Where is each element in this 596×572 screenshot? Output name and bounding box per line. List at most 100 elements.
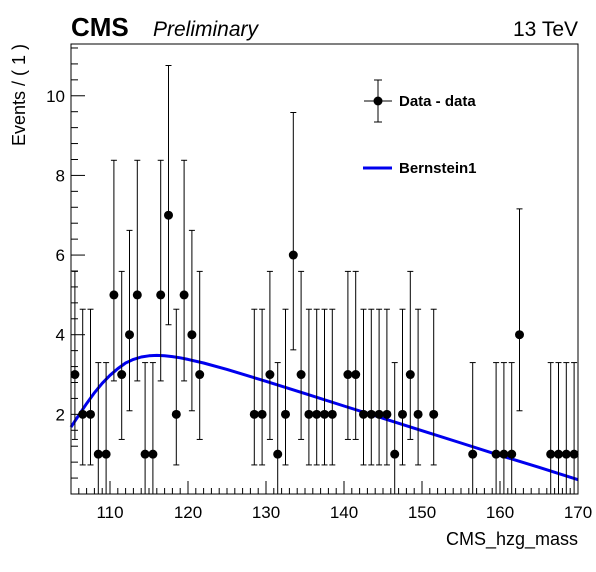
data-marker bbox=[101, 449, 111, 459]
data-marker bbox=[125, 330, 134, 340]
data-point bbox=[140, 362, 150, 494]
data-marker bbox=[366, 409, 376, 419]
y-axis-title: Events / ( 1 ) bbox=[9, 44, 29, 146]
data-point bbox=[195, 270, 205, 440]
data-point bbox=[257, 308, 267, 466]
data-point bbox=[86, 308, 95, 466]
data-point bbox=[132, 159, 142, 382]
data-point bbox=[156, 159, 166, 382]
data-marker bbox=[429, 409, 439, 419]
data-point bbox=[288, 111, 298, 351]
data-point bbox=[366, 308, 376, 466]
axis-tick-labels: 110 120 130 140 150 160 170 2 4 6 8 10 bbox=[46, 87, 592, 522]
data-point bbox=[265, 270, 275, 440]
data-point bbox=[273, 362, 283, 494]
data-marker bbox=[382, 409, 392, 419]
data-marker bbox=[491, 449, 501, 459]
data-marker bbox=[359, 409, 368, 419]
data-marker bbox=[405, 370, 415, 380]
data-marker bbox=[257, 409, 267, 419]
data-marker bbox=[70, 370, 80, 380]
data-marker bbox=[554, 449, 563, 459]
data-point bbox=[569, 362, 579, 494]
data-marker bbox=[327, 409, 337, 419]
data-point bbox=[429, 308, 439, 466]
data-point bbox=[125, 229, 134, 412]
data-marker bbox=[390, 449, 400, 459]
data-point bbox=[93, 362, 103, 494]
legend-data-marker bbox=[373, 96, 383, 106]
data-point bbox=[304, 308, 314, 466]
data-marker bbox=[179, 290, 189, 300]
legend: Data - data Bernstein1 bbox=[363, 79, 477, 177]
data-point bbox=[405, 270, 415, 440]
data-point bbox=[351, 270, 361, 440]
data-point bbox=[507, 362, 517, 494]
data-point bbox=[179, 159, 189, 382]
x-tick-label: 150 bbox=[408, 503, 436, 522]
data-marker bbox=[468, 449, 478, 459]
data-point bbox=[491, 362, 501, 494]
data-point bbox=[148, 362, 158, 494]
data-marker bbox=[140, 449, 150, 459]
data-point bbox=[164, 65, 173, 326]
data-marker bbox=[187, 330, 197, 340]
data-point bbox=[390, 362, 400, 494]
data-marker bbox=[320, 409, 329, 419]
y-tick-label: 6 bbox=[56, 246, 65, 265]
data-point bbox=[327, 308, 337, 466]
data-marker bbox=[351, 370, 361, 380]
data-point bbox=[398, 308, 407, 466]
data-point bbox=[546, 362, 556, 494]
data-point bbox=[281, 308, 290, 466]
data-marker bbox=[515, 330, 524, 340]
data-point bbox=[187, 229, 197, 412]
data-point bbox=[249, 308, 259, 466]
data-point bbox=[561, 362, 571, 494]
data-marker bbox=[569, 449, 579, 459]
data-marker bbox=[312, 409, 322, 419]
data-point bbox=[101, 362, 111, 494]
plot-frame bbox=[70, 43, 579, 495]
fit-curve-bernstein1 bbox=[69, 353, 579, 482]
data-marker bbox=[148, 449, 158, 459]
data-marker bbox=[195, 370, 205, 380]
data-marker bbox=[117, 370, 127, 380]
data-marker bbox=[296, 370, 306, 380]
data-marker bbox=[288, 250, 298, 260]
data-point bbox=[343, 270, 353, 440]
x-axis-title: CMS_hzg_mass bbox=[446, 529, 578, 550]
data-point bbox=[320, 308, 329, 466]
data-marker bbox=[265, 370, 275, 380]
data-marker bbox=[109, 290, 119, 300]
data-point bbox=[468, 362, 478, 494]
data-marker bbox=[249, 409, 259, 419]
data-point bbox=[70, 270, 80, 440]
data-point bbox=[382, 308, 392, 466]
data-point bbox=[413, 308, 423, 466]
data-marker bbox=[398, 409, 407, 419]
data-marker bbox=[561, 449, 571, 459]
data-marker bbox=[86, 409, 95, 419]
data-marker bbox=[546, 449, 556, 459]
y-tick-label: 4 bbox=[56, 326, 65, 345]
data-marker bbox=[304, 409, 314, 419]
x-tick-label: 160 bbox=[486, 503, 514, 522]
legend-entry-bernstein: Bernstein1 bbox=[363, 160, 477, 177]
x-tick-label: 140 bbox=[330, 503, 358, 522]
preliminary-label: Preliminary bbox=[153, 18, 260, 41]
data-marker bbox=[132, 290, 142, 300]
y-tick-label: 10 bbox=[46, 87, 65, 106]
data-point bbox=[359, 308, 368, 466]
data-marker bbox=[281, 409, 290, 419]
legend-entry-data: Data - data bbox=[364, 79, 476, 123]
data-marker bbox=[413, 409, 423, 419]
data-point bbox=[312, 308, 322, 466]
x-tick-label: 170 bbox=[564, 503, 592, 522]
data-point bbox=[296, 270, 306, 440]
axis-ticks bbox=[70, 47, 579, 494]
x-tick-label: 110 bbox=[96, 503, 123, 522]
data-point bbox=[499, 362, 509, 494]
